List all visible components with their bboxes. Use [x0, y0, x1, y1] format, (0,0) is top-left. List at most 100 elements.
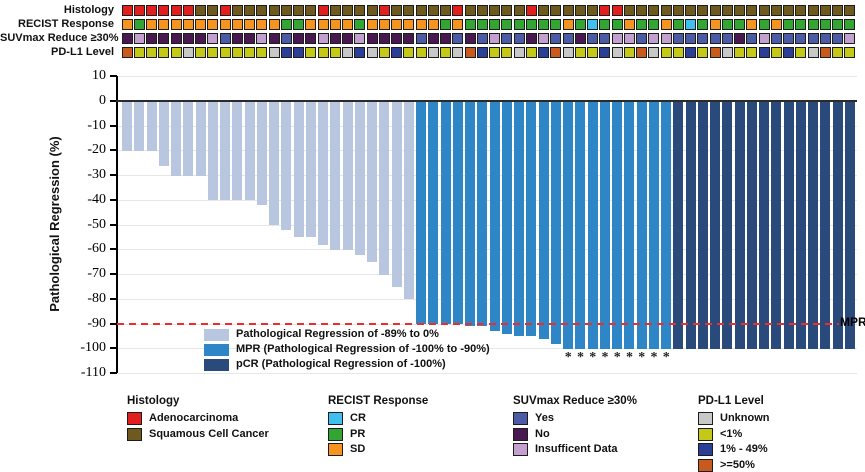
histology-square	[219, 5, 231, 16]
suvmax-square	[293, 33, 305, 44]
track-label-recist: RECIST Response	[18, 18, 114, 30]
waterfall-bar	[648, 101, 659, 349]
waterfall-bar	[759, 101, 770, 349]
y-tick	[110, 149, 117, 152]
suvmax-square	[611, 33, 623, 44]
recist-square	[758, 19, 770, 30]
y-tick	[110, 372, 117, 374]
histology-square	[415, 5, 427, 16]
histology-square	[329, 5, 341, 16]
pdl1-square	[770, 47, 782, 58]
significance-asterisk: *	[662, 350, 670, 365]
suvmax-square	[623, 33, 635, 44]
waterfall-bar	[403, 101, 414, 300]
waterfall-bar	[440, 101, 451, 324]
suvmax-square	[562, 33, 574, 44]
suvmax-square	[832, 33, 844, 44]
waterfall-bar	[452, 101, 463, 324]
histology-square	[280, 5, 292, 16]
waterfall-bar	[563, 101, 574, 349]
recist-square	[415, 19, 427, 30]
recist-square	[440, 19, 452, 30]
recist-square	[611, 19, 623, 30]
recist-square	[587, 19, 599, 30]
histology-square	[403, 5, 415, 16]
histology-square	[256, 5, 268, 16]
waterfall-bar	[710, 101, 721, 349]
pdl1-square	[832, 47, 844, 58]
pdl1-square	[244, 47, 256, 58]
track-label-suvmax: SUVmax Reduce ≥30%	[0, 32, 119, 44]
histology-square	[672, 5, 684, 16]
gridline	[118, 175, 857, 176]
legend-item-swatch	[328, 427, 343, 441]
pdl1-square	[403, 47, 415, 58]
waterfall-bar	[514, 101, 525, 337]
y-tick-label: -70	[87, 266, 106, 281]
waterfall-bar	[207, 101, 218, 201]
suvmax-square	[244, 33, 256, 44]
recist-square	[807, 19, 819, 30]
gridline	[118, 76, 857, 77]
histology-square	[489, 5, 501, 16]
histology-square	[305, 5, 317, 16]
y-tick	[110, 248, 117, 251]
recist-square	[158, 19, 170, 30]
waterfall-bar	[244, 101, 255, 201]
zero-baseline	[116, 100, 857, 102]
legend-item-label: Squamous Cell Cancer	[149, 427, 269, 440]
waterfall-bar	[820, 101, 831, 349]
suvmax-square	[758, 33, 770, 44]
suvmax-square	[734, 33, 746, 44]
legend-item-label: PR	[350, 427, 366, 440]
suvmax-square	[721, 33, 733, 44]
y-tick	[110, 223, 117, 226]
pdl1-square	[795, 47, 807, 58]
suvmax-square	[464, 33, 476, 44]
pdl1-square	[697, 47, 709, 58]
histology-square	[574, 5, 586, 16]
waterfall-bar	[783, 101, 794, 349]
recist-square	[427, 19, 439, 30]
recist-square	[844, 19, 856, 30]
waterfall-bar	[122, 101, 133, 151]
waterfall-bar	[489, 101, 500, 332]
suvmax-square	[378, 33, 390, 44]
pdl1-square	[440, 47, 452, 58]
gridline	[118, 199, 857, 201]
histology-square	[342, 5, 354, 16]
significance-asterisk: *	[564, 350, 572, 365]
histology-square	[721, 5, 733, 16]
gridline	[118, 298, 857, 300]
legend-item-label: 1% - 49%	[720, 443, 768, 455]
track-label-pdl1: PD-L1 Level	[51, 46, 114, 58]
suvmax-square	[476, 33, 488, 44]
histology-square	[685, 5, 697, 16]
waterfall-bar	[587, 101, 598, 349]
waterfall-bar	[661, 101, 672, 349]
histology-square	[807, 5, 819, 16]
recist-square	[795, 19, 807, 30]
gridline	[118, 224, 857, 226]
y-tick-label: 10	[92, 68, 106, 83]
gridline	[118, 373, 857, 374]
pdl1-square	[746, 47, 758, 58]
waterfall-bar	[612, 101, 623, 349]
waterfall-bar	[342, 101, 353, 250]
legend-item-label: SD	[350, 443, 366, 455]
waterfall-bar	[685, 101, 696, 349]
waterfall-bar	[158, 101, 169, 166]
histology-square	[550, 5, 562, 16]
recist-square	[121, 19, 133, 30]
legend-item-swatch	[698, 443, 713, 456]
recist-square	[182, 19, 194, 30]
histology-square	[513, 5, 525, 16]
suvmax-square	[305, 33, 317, 44]
waterfall-bar	[305, 101, 316, 238]
waterfall-bar	[330, 101, 341, 250]
legend-item-swatch	[698, 458, 713, 472]
gridline	[118, 274, 857, 275]
pdl1-square	[415, 47, 427, 58]
recist-square	[256, 19, 268, 30]
mpr-reference-line	[117, 322, 839, 325]
